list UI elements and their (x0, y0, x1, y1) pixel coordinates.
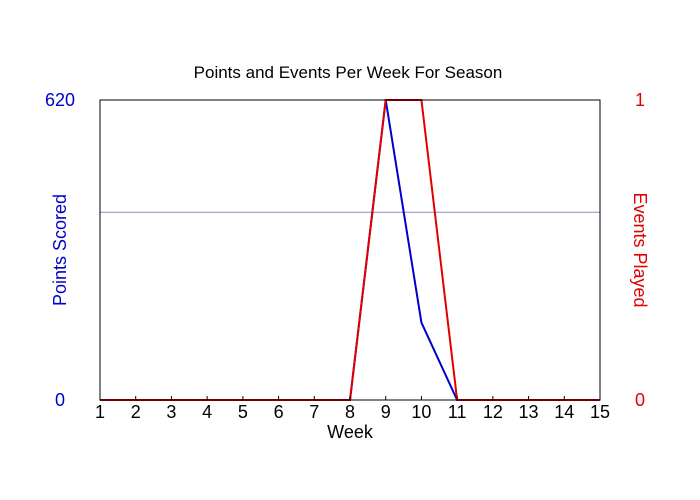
right-y-tick-label: 1 (635, 90, 645, 110)
right-axis-label: Events Played (630, 192, 650, 307)
x-tick-label: 5 (238, 402, 248, 422)
x-tick-label: 3 (166, 402, 176, 422)
left-y-tick-label: 620 (45, 90, 75, 110)
x-tick-label: 12 (483, 402, 503, 422)
x-axis-label: Week (327, 422, 374, 442)
x-tick-label: 11 (448, 402, 467, 422)
left-y-tick-label: 0 (55, 390, 65, 410)
x-tick-label: 15 (590, 402, 610, 422)
left-axis-label: Points Scored (50, 194, 70, 306)
right-y-tick-label: 0 (635, 390, 645, 410)
x-tick-label: 14 (554, 402, 574, 422)
x-tick-label: 7 (309, 402, 319, 422)
chart-title: Points and Events Per Week For Season (194, 63, 503, 82)
x-tick-label: 2 (131, 402, 141, 422)
x-tick-label: 6 (274, 402, 284, 422)
x-tick-label: 13 (519, 402, 539, 422)
x-tick-label: 4 (202, 402, 212, 422)
x-tick-label: 8 (345, 402, 355, 422)
x-tick-label: 1 (95, 402, 105, 422)
x-tick-label: 10 (411, 402, 431, 422)
x-tick-label: 9 (381, 402, 391, 422)
